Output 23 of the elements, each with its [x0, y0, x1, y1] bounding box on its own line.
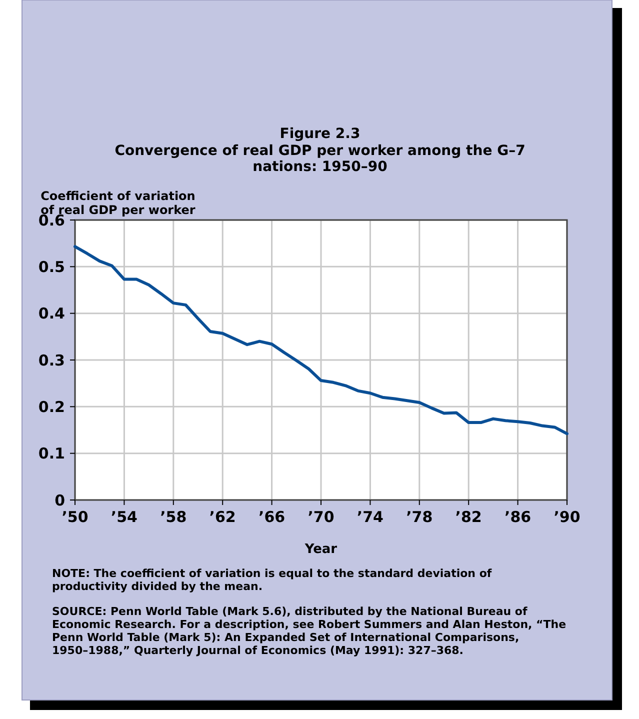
y-tick-label: 0.2	[38, 398, 65, 416]
x-tick-label: ’86	[504, 508, 532, 526]
y-tick-label: 0.4	[38, 304, 65, 323]
x-tick-label: ’58	[160, 508, 187, 526]
x-tick-label: ’90	[554, 508, 580, 526]
x-tick-label: ’54	[110, 508, 138, 526]
y-tick-label: 0.3	[38, 351, 65, 370]
chart-subtitle: Convergence of real GDP per worker among the G–7 nations: 1950–90	[114, 143, 526, 175]
x-axis-title: Year	[304, 542, 338, 557]
y-tick-label: 0.5	[38, 258, 65, 276]
x-tick-label: ’78	[406, 508, 433, 526]
y-tick-label: 0	[54, 491, 65, 510]
x-tick-label: ’50	[62, 508, 88, 526]
x-tick-label: ’82	[455, 508, 482, 526]
x-tick-label: ’62	[209, 508, 236, 526]
line-series	[74, 245, 568, 436]
y-tick-label: 0.1	[38, 444, 65, 463]
chart-title: Figure 2.3	[280, 126, 360, 142]
x-tick-label: ’66	[258, 508, 286, 526]
text: NOTE: The coefficient of variation is equal to the standard deviation of productivity divided by the mean.	[52, 567, 492, 593]
source-note: SOURCE: Penn World Table (Mark 5.6), distributed by the National Bureau of Economic Research. For a description, see Robert Summers and Alan Heston, “The Penn World Table (Mark 5): An Expanded Set of International Comparisons, 1950–1988,” Quarterly Journal of Economics (May 1991): 327–368.	[52, 605, 566, 657]
x-tick-label: ’74	[356, 508, 384, 526]
x-tick-label: ’70	[308, 508, 334, 526]
